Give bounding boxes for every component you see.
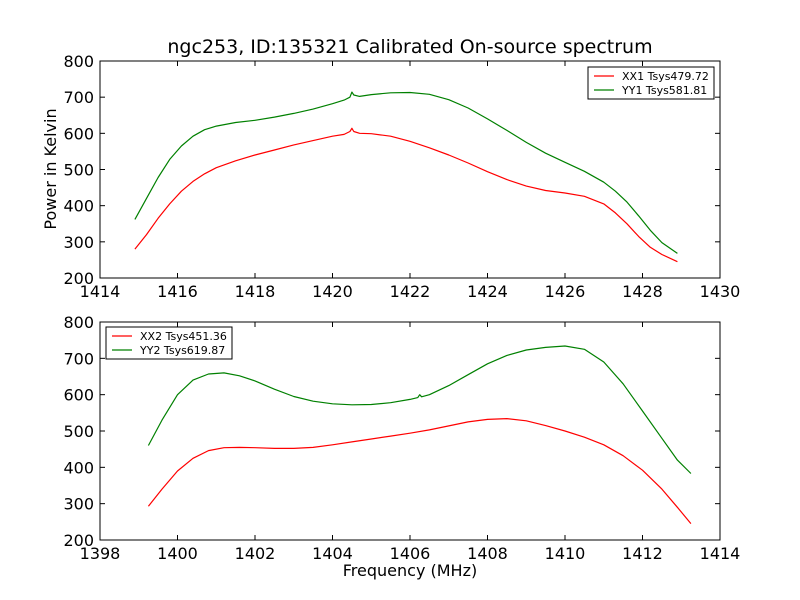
y-tick-label: 300 — [63, 233, 94, 252]
y-tick-label: 400 — [63, 458, 94, 477]
y-tick-label: 200 — [63, 269, 94, 288]
bottom-spectrum-panel: 1398 1400 1402 1404 1406 1408 1410 1412 1414 200 3… — [63, 313, 740, 563]
legend-box — [105, 326, 233, 360]
series-line-xx2 — [147, 418, 692, 524]
x-tick-label: 1410 — [545, 544, 586, 563]
chart-title: ngc253, ID:135321 Calibrated On-source s… — [167, 36, 652, 58]
y-tick-label: 600 — [63, 124, 94, 143]
y-axis-label: Power in Kelvin — [41, 108, 60, 229]
x-tick-label: 1404 — [312, 544, 353, 563]
legend-entry: YY1 Tsys581.81 — [621, 84, 707, 97]
x-tick-label: 1400 — [157, 544, 198, 563]
y-tick-label: 500 — [63, 161, 94, 180]
legend-entry: XX2 Tsys451.36 — [140, 330, 227, 343]
x-tick-label: 1422 — [390, 282, 431, 301]
y-tick-label: 700 — [63, 349, 94, 368]
x-tick-label: 1424 — [467, 282, 508, 301]
x-tick-label: 1412 — [622, 544, 663, 563]
x-tick-label: 1420 — [312, 282, 353, 301]
legend-box — [587, 66, 715, 100]
y-tick-label: 800 — [63, 52, 94, 71]
x-tick-label: 1430 — [700, 282, 741, 301]
x-tick-label: 1406 — [390, 544, 431, 563]
x-tick-label: 1428 — [622, 282, 663, 301]
y-tick-label: 200 — [63, 531, 94, 550]
x-tick-label: 1402 — [235, 544, 276, 563]
x-tick-label: 1398 — [80, 544, 121, 563]
series-line-yy2 — [147, 345, 692, 474]
y-tick-label: 300 — [63, 495, 94, 514]
y-tick-label: 500 — [63, 422, 94, 441]
x-axis-label: Frequency (MHz) — [343, 561, 477, 580]
x-tick-label: 1418 — [235, 282, 276, 301]
y-tick-label: 800 — [63, 313, 94, 332]
x-tick-label: 1408 — [467, 544, 508, 563]
series-line-yy1 — [134, 91, 678, 254]
series-line-xx1 — [134, 127, 678, 263]
x-tick-label: 1414 — [700, 544, 741, 563]
y-tick-label: 700 — [63, 88, 94, 107]
x-tick-label: 1416 — [157, 282, 198, 301]
y-tick-label: 600 — [63, 386, 94, 405]
legend-entry: XX1 Tsys479.72 — [622, 70, 709, 83]
x-tick-label: 1426 — [545, 282, 586, 301]
legend-entry: YY2 Tsys619.87 — [139, 344, 225, 357]
x-tick-label: 1414 — [80, 282, 121, 301]
top-spectrum-panel: 1414 1416 1418 1420 1422 1424 1426 1428 1430 200 3… — [63, 52, 740, 301]
y-tick-label: 400 — [63, 197, 94, 216]
